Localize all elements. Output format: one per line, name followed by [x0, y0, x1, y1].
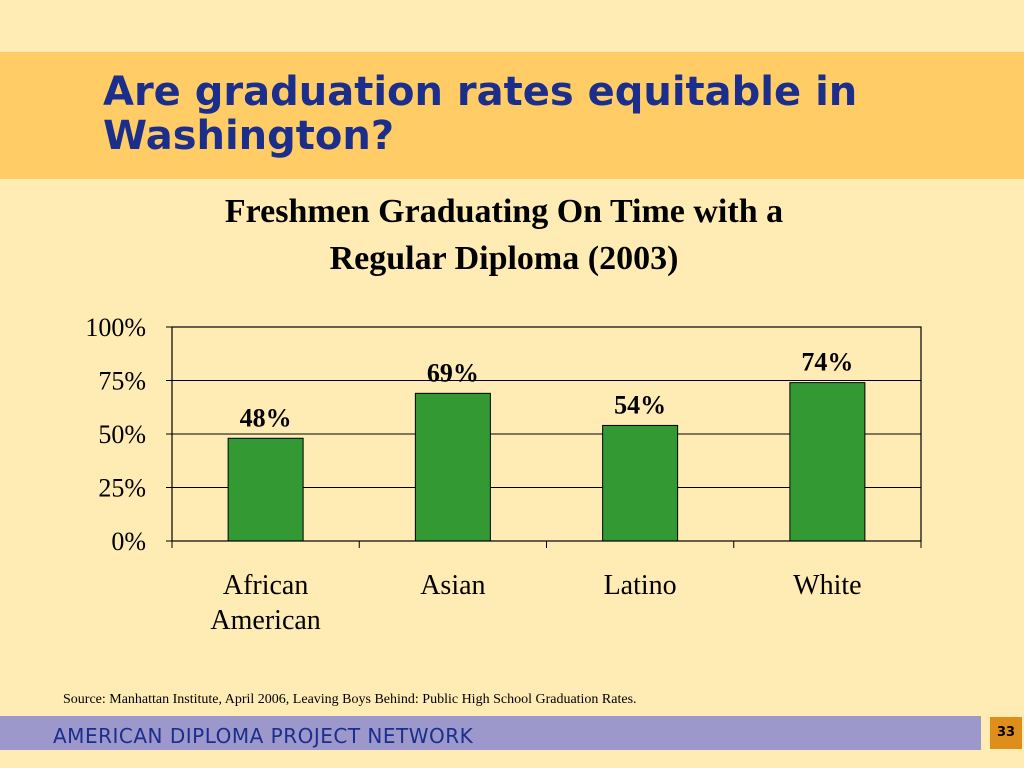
y-tick-label: 0%	[111, 527, 146, 556]
bar-chart: Freshmen Graduating On Time with a Regula…	[85, 193, 922, 636]
chart-data-labels: 48% 69% 54% 74%	[240, 348, 854, 433]
chart-title-line: Regular Diploma (2003)	[330, 240, 679, 277]
category-label: White	[793, 570, 861, 601]
bar-48	[227, 437, 304, 542]
y-tick-label: 75%	[98, 367, 146, 396]
chart-bars	[227, 382, 866, 542]
category-label: Asian	[420, 570, 485, 601]
bar-74	[789, 382, 866, 542]
data-label: 74%	[801, 348, 853, 377]
page-number-badge: 33	[990, 717, 1022, 749]
data-label: 54%	[614, 390, 666, 419]
y-axis-tick-labels: 0% 25% 50% 75% 100%	[85, 313, 146, 556]
category-label: Latino	[604, 570, 677, 601]
chart-title: Freshmen Graduating On Time with a Regula…	[225, 193, 783, 277]
category-label: African	[223, 570, 309, 601]
slide-title: Are graduation rates equitable in Washin…	[103, 69, 858, 159]
y-tick-label: 25%	[98, 474, 146, 503]
x-axis-category-labels: African American Asian Latino White	[210, 570, 861, 636]
y-tick-label: 50%	[98, 420, 146, 449]
footer-bar	[0, 716, 981, 750]
category-label: American	[210, 605, 320, 636]
source-note: Source: Manhattan Institute, April 2006,…	[63, 692, 637, 707]
y-tick-label: 100%	[85, 313, 146, 342]
data-label: 48%	[240, 403, 292, 432]
chart-title-line: Freshmen Graduating On Time with a	[225, 193, 783, 230]
data-label: 69%	[427, 358, 479, 387]
footer-organization: AMERICAN DIPLOMA PROJECT NETWORK	[53, 724, 474, 748]
bar-54	[602, 424, 679, 542]
bar-69	[414, 392, 491, 542]
plot-frame	[171, 326, 922, 548]
title-band	[0, 52, 1024, 179]
